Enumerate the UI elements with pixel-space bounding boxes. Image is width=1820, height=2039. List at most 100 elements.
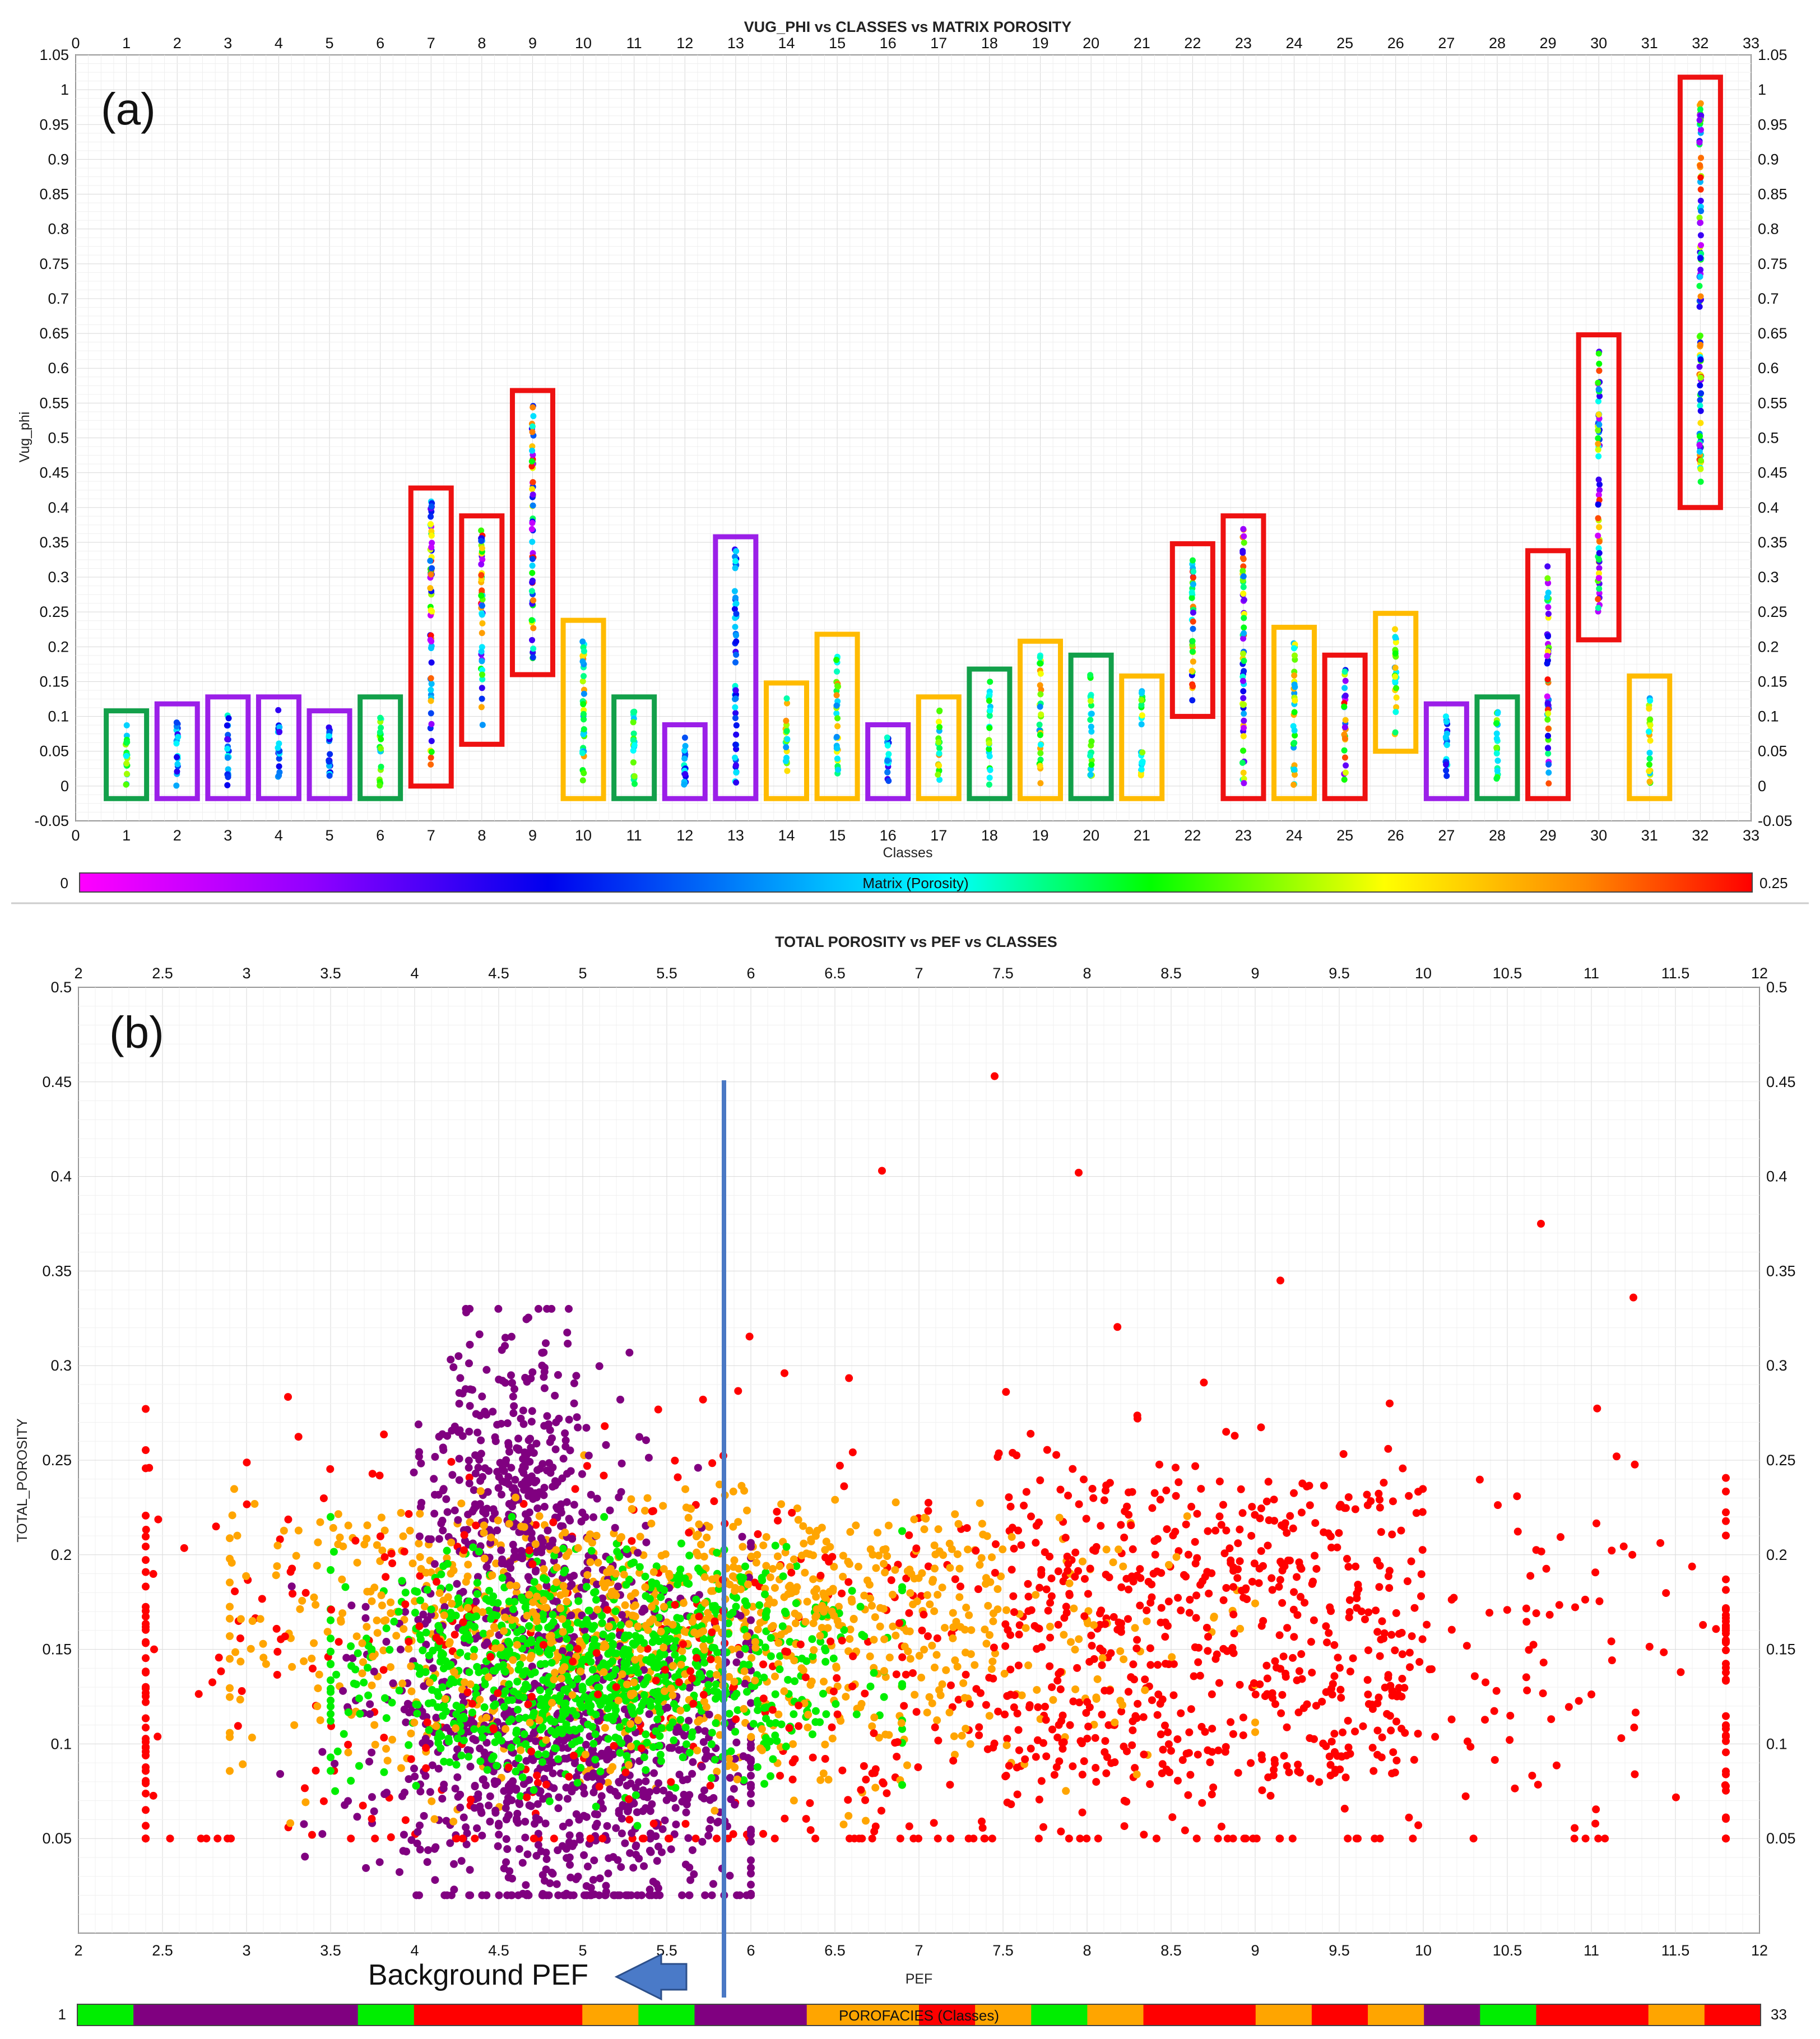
data-point — [1291, 740, 1298, 746]
data-point — [504, 1473, 513, 1481]
data-point — [733, 1706, 742, 1715]
data-point — [1134, 1699, 1142, 1708]
data-point — [300, 1657, 308, 1665]
data-point — [1398, 1650, 1406, 1659]
data-point — [1443, 742, 1450, 749]
y-tick-label: 0.35 — [42, 1262, 72, 1279]
data-point — [684, 1513, 693, 1522]
data-point — [589, 1788, 598, 1796]
data-point — [1595, 435, 1601, 442]
data-point — [834, 745, 841, 752]
data-point — [509, 1409, 518, 1418]
data-point — [685, 1891, 694, 1899]
data-point — [530, 654, 536, 661]
data-point — [754, 1706, 762, 1715]
data-point — [794, 1516, 802, 1524]
data-point — [1400, 1684, 1409, 1692]
data-point — [903, 1761, 911, 1769]
data-point — [256, 1615, 264, 1623]
data-point — [1111, 1718, 1119, 1727]
data-point — [236, 1696, 244, 1704]
data-point — [370, 1668, 378, 1676]
data-point — [466, 1340, 474, 1349]
data-point — [540, 1484, 549, 1492]
data-point — [123, 770, 130, 777]
data-point — [1369, 1767, 1378, 1775]
data-point — [986, 781, 992, 788]
x-tick-label-top: 14 — [778, 35, 795, 52]
data-point — [1341, 668, 1348, 675]
data-point — [550, 1784, 558, 1792]
data-point — [732, 1603, 740, 1611]
data-point — [424, 1846, 432, 1854]
data-point — [1595, 596, 1601, 602]
data-point — [712, 1680, 720, 1689]
data-point — [513, 1706, 522, 1714]
data-point — [603, 1822, 611, 1830]
y-tick-label-right: 1 — [1758, 81, 1766, 98]
data-point — [1125, 1585, 1133, 1594]
data-point — [446, 1839, 454, 1847]
data-point — [450, 1860, 458, 1868]
data-point — [1595, 605, 1601, 611]
data-point — [977, 1554, 986, 1562]
data-point — [930, 1607, 939, 1615]
data-point — [599, 1630, 607, 1638]
data-point — [621, 1839, 629, 1847]
data-point — [1078, 1557, 1087, 1566]
data-point — [1323, 1638, 1331, 1647]
data-point — [1241, 657, 1247, 664]
data-point — [1071, 1646, 1079, 1654]
data-point — [522, 1757, 531, 1765]
data-point — [355, 1694, 363, 1703]
data-point — [463, 1829, 471, 1837]
x-tick-label: 2 — [173, 827, 182, 844]
data-point — [1060, 1631, 1068, 1639]
data-point — [1120, 1743, 1128, 1751]
data-point — [834, 715, 841, 722]
data-point — [142, 1763, 150, 1772]
data-point — [833, 657, 840, 663]
data-point — [500, 1787, 508, 1795]
data-point — [798, 1552, 806, 1560]
data-point — [1696, 282, 1703, 289]
data-point — [1290, 782, 1297, 788]
data-point — [1295, 1667, 1303, 1675]
data-point — [272, 1571, 280, 1580]
data-point — [588, 1665, 597, 1674]
data-point — [1688, 1562, 1696, 1571]
data-point — [479, 602, 485, 609]
data-point — [1656, 1539, 1665, 1547]
data-point — [507, 1371, 515, 1380]
data-point — [470, 1486, 478, 1494]
data-point — [1013, 1763, 1021, 1772]
data-point — [1545, 780, 1552, 787]
class-box-7 — [408, 485, 454, 789]
data-point — [917, 1592, 926, 1600]
data-point — [818, 1624, 826, 1632]
data-point — [581, 690, 587, 697]
data-point — [447, 1569, 455, 1578]
data-point — [540, 1422, 549, 1430]
data-point — [1292, 684, 1298, 690]
data-point — [1057, 1827, 1065, 1836]
data-point — [377, 782, 383, 789]
data-point — [1210, 1613, 1218, 1621]
data-point — [835, 767, 842, 773]
data-point — [1044, 1606, 1052, 1615]
data-point — [870, 1669, 878, 1677]
data-point — [1131, 1764, 1139, 1772]
x-tick-label-top: 11.5 — [1661, 965, 1690, 982]
data-point — [1328, 1690, 1336, 1699]
data-point — [239, 1760, 247, 1768]
data-point — [414, 1420, 422, 1429]
data-point — [1146, 1644, 1154, 1652]
data-point — [563, 1854, 571, 1862]
data-point — [428, 544, 435, 551]
data-point — [462, 1823, 470, 1832]
data-point — [434, 1490, 443, 1499]
data-point — [602, 1441, 610, 1449]
data-point — [1283, 1762, 1291, 1770]
data-point — [630, 759, 637, 766]
data-point — [753, 1763, 762, 1771]
